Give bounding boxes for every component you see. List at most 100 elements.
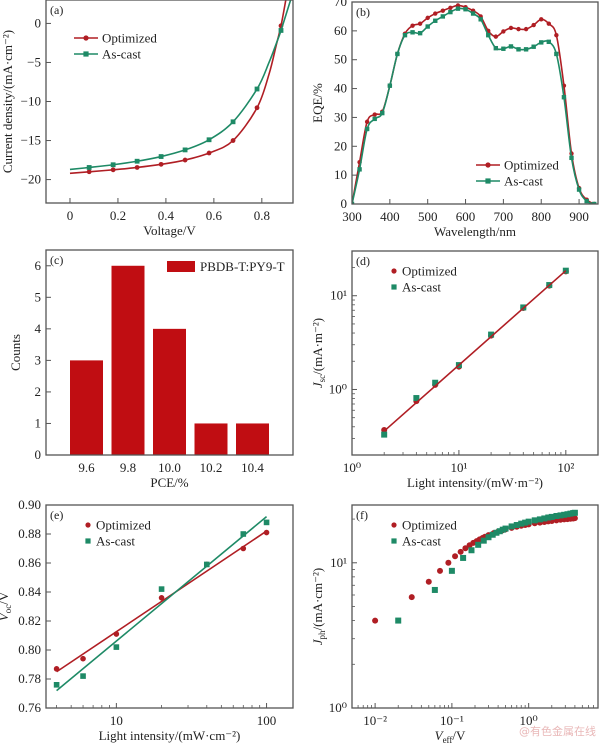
y-tick-label: 5 (35, 289, 42, 304)
y-tick-label: 10⁰ (329, 381, 347, 396)
data-point (425, 578, 432, 585)
legend-swatch (167, 261, 195, 272)
series-line-as-cast (69, 0, 292, 171)
x-tick-label: 300 (342, 209, 362, 224)
panel-label: (e) (50, 508, 63, 522)
y-tick-label: −15 (21, 133, 41, 148)
chart-panel-f: (f) 10⁻² 10⁻¹ 10⁰ 10⁰ 10¹ Veff/V Jph/(mA·cm⁻²) O… (310, 504, 599, 744)
x-tick-label: 0.4 (158, 208, 175, 223)
data-point (539, 40, 544, 45)
data-point (561, 511, 568, 518)
data-point (182, 147, 188, 153)
fit-line-optimized (56, 530, 267, 673)
data-point (387, 83, 393, 88)
data-point (445, 559, 452, 566)
y-tick-label: 1 (35, 415, 42, 430)
legend-marker (485, 162, 491, 168)
watermark: @有色金属在线 (519, 725, 596, 738)
data-point (545, 514, 552, 521)
data-point (110, 167, 116, 173)
y-tick-label: 60 (334, 23, 347, 38)
data-point (254, 86, 260, 92)
data-point (448, 9, 453, 15)
x-axis-label: Wavelength/nm (434, 224, 516, 239)
data-point (541, 515, 548, 522)
data-point (433, 18, 438, 23)
data-point (433, 11, 438, 16)
legend-item-optimized: Optimized (74, 31, 157, 46)
y-axis-label: EQE/% (310, 83, 325, 123)
x-tick-label: 10.0 (158, 460, 181, 475)
x-axis-label: PCE/% (150, 475, 188, 490)
data-point (584, 198, 589, 204)
data-point (440, 8, 446, 13)
data-point (502, 525, 509, 532)
data-point (113, 631, 120, 637)
x-tick-label: 0.2 (110, 208, 126, 223)
plot-area (352, 3, 597, 204)
plot-frame (351, 504, 599, 709)
data-point (278, 28, 284, 33)
legend-item-as-cast: As-cast (74, 47, 141, 62)
legend-marker (391, 284, 397, 290)
data-point (576, 187, 582, 192)
bar (153, 328, 186, 455)
y-tick-label: 0.90 (18, 497, 41, 512)
data-point (488, 331, 495, 338)
data-point (86, 165, 92, 170)
x-tick-label: 10⁻¹ (440, 713, 464, 728)
fit-line (383, 270, 567, 432)
legend-marker (83, 35, 89, 41)
bar (111, 265, 145, 455)
y-tick-label: −5 (27, 54, 41, 69)
data-point (569, 155, 574, 161)
data-point (113, 644, 120, 650)
legend-item-as-cast: As-cast (391, 534, 441, 549)
x-tick-label: 500 (418, 209, 438, 224)
data-point (518, 520, 525, 527)
data-point (380, 110, 385, 116)
data-point (432, 379, 439, 386)
y-axis-label: Voc/V (0, 591, 13, 621)
data-point (508, 25, 514, 31)
data-point (357, 167, 362, 172)
x-tick-label: 0.6 (206, 208, 223, 223)
data-point (254, 105, 260, 111)
data-point (531, 44, 536, 49)
data-point (493, 45, 499, 51)
chart-panel-b: (b) 300 400 500 600 700 800 900 0 10 20 30 40 50 60 70 W… (310, 0, 599, 239)
data-point (182, 157, 188, 163)
data-point (230, 119, 236, 125)
legend-item-optimized: Optimized (391, 518, 457, 533)
data-point (206, 150, 212, 156)
data-point (592, 201, 597, 204)
data-point (158, 595, 165, 601)
y-tick-label: 10⁰ (329, 700, 347, 715)
y-tick-label: 40 (334, 81, 347, 96)
y-tick-label: 10¹ (330, 288, 347, 303)
data-point (372, 617, 379, 624)
y-tick-label: 0.76 (18, 700, 41, 715)
bar (70, 360, 103, 455)
bar (194, 423, 228, 455)
data-point (522, 519, 529, 526)
legend-marker (85, 522, 91, 528)
data-point (546, 21, 551, 26)
legend-item-as-cast: As-cast (476, 174, 543, 189)
data-point (372, 112, 377, 117)
x-tick-label: 10⁻² (363, 713, 387, 728)
data-point (410, 23, 415, 28)
data-point (402, 32, 408, 38)
data-point (561, 95, 567, 100)
y-tick-label: 0 (341, 196, 348, 211)
x-tick-label: 800 (531, 209, 551, 224)
data-point (525, 518, 532, 525)
x-axis-label: Light intensity/(mW·cm⁻²) (99, 728, 241, 743)
legend-label: Optimized (102, 31, 157, 46)
panel-label: (c) (50, 253, 63, 267)
data-point (263, 519, 270, 526)
data-point (478, 17, 483, 22)
data-point (440, 14, 446, 19)
y-tick-label: −10 (21, 94, 41, 109)
y-axis-label: Jph/(mA·cm⁻²) (310, 568, 327, 646)
